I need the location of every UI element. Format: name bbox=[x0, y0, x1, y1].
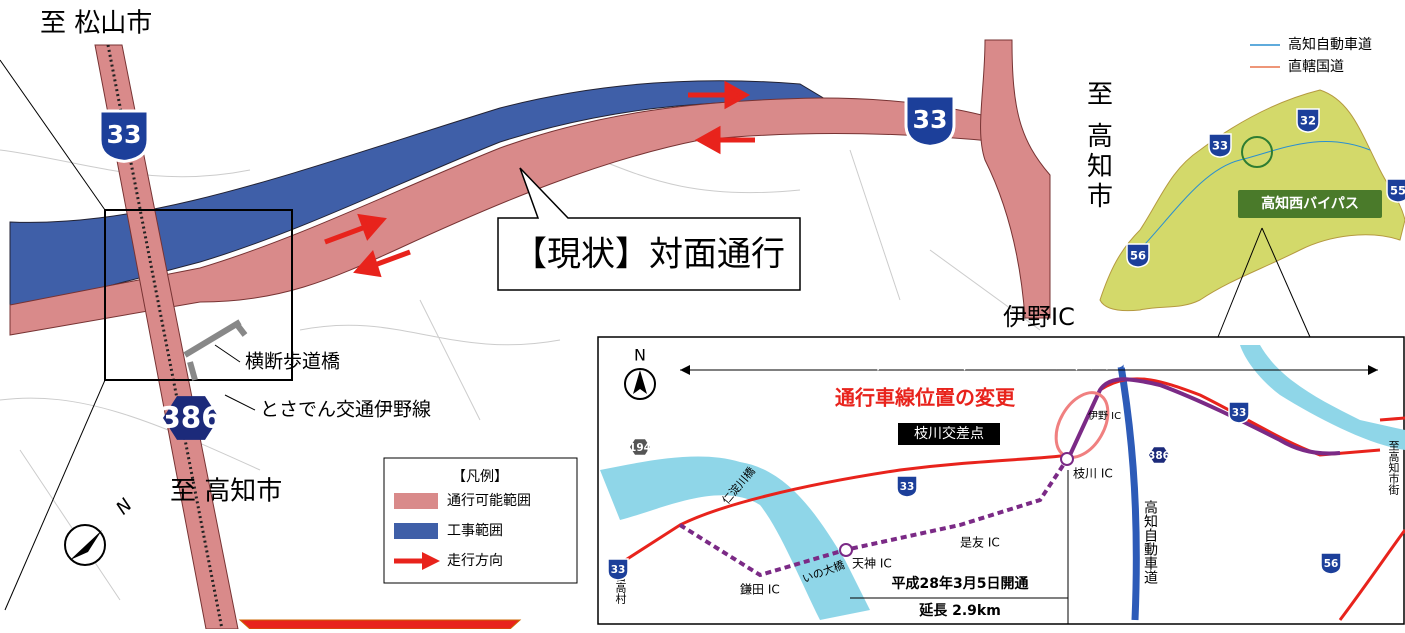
callout-box bbox=[497, 167, 801, 291]
route-shield: 55 bbox=[1386, 178, 1405, 203]
status-callout: 【現状】対面通行 bbox=[513, 235, 785, 275]
shield-number: 32 bbox=[1300, 114, 1316, 128]
svg-text:N: N bbox=[112, 495, 136, 519]
shield-number: 33 bbox=[611, 564, 626, 576]
expressway-label: 高知自動車道 bbox=[1142, 499, 1158, 585]
legend-title: 【凡例】 bbox=[452, 469, 508, 485]
route-shield: 33 bbox=[98, 109, 150, 163]
shield-shape bbox=[1228, 401, 1250, 424]
shield-shape bbox=[1149, 447, 1169, 463]
shield-number: 194 bbox=[629, 442, 651, 454]
direction-label: 至 松山市 bbox=[40, 9, 152, 39]
tram-label: とさでん交通伊野線 bbox=[260, 399, 431, 421]
shield-shape bbox=[630, 439, 650, 455]
tram-line bbox=[106, 44, 224, 630]
ic-label: 鎌田 IC bbox=[740, 583, 780, 597]
shield-shape bbox=[1126, 243, 1150, 268]
shield-number: 33 bbox=[1212, 139, 1228, 153]
route-shield: 32 bbox=[1296, 108, 1320, 133]
route-shield: 386 bbox=[160, 396, 222, 440]
detail-frame bbox=[104, 209, 293, 381]
ic-label: 枝川 IC bbox=[1073, 467, 1113, 481]
shield-shape bbox=[607, 558, 629, 581]
length-label: 延長 2.9km bbox=[918, 602, 1001, 619]
shield-number: 33 bbox=[106, 120, 141, 149]
inset-legend: 直轄国道 bbox=[1288, 59, 1344, 75]
detail-title: 国道33号 高知西バイパス 延長 9.8km bbox=[861, 351, 1168, 370]
north-arrow: N bbox=[64, 495, 137, 566]
detail-map: N 国道33号 高知西バイパス 延長 9.8km 通行車線位置の変更 枝川交差点… bbox=[597, 336, 1405, 625]
inset-label: 高知西バイパス bbox=[1261, 195, 1359, 212]
shield-number: 33 bbox=[912, 105, 947, 134]
route-shield: 33 bbox=[1228, 401, 1250, 424]
direction-arrows bbox=[324, 80, 755, 278]
shield-shape bbox=[904, 94, 956, 148]
footbridge bbox=[183, 319, 248, 381]
route-shield: 386 bbox=[1148, 447, 1170, 463]
inset-map: 高知自動車道 直轄国道 高知西バイパス bbox=[1099, 36, 1405, 338]
base-map bbox=[0, 149, 1041, 601]
route-shield: 194 bbox=[629, 439, 651, 455]
route-shield: 33 bbox=[607, 558, 629, 581]
ic-label: 伊野IC bbox=[1003, 303, 1075, 331]
inset-legend: 高知自動車道 bbox=[1288, 36, 1372, 53]
shield-shape bbox=[896, 475, 918, 498]
opening-label: 平成28年3月5日開通 bbox=[892, 575, 1030, 592]
shield-number: 55 bbox=[1390, 184, 1405, 198]
shield-number: 56 bbox=[1324, 558, 1339, 570]
change-note: 通行車線位置の変更 bbox=[835, 386, 1016, 410]
ic-label: 伊野 IC bbox=[1088, 410, 1121, 422]
leader-lines bbox=[0, 59, 256, 611]
route-shield: 33 bbox=[1208, 133, 1232, 158]
shield-shape bbox=[1386, 178, 1405, 203]
ic-label: 是友 IC bbox=[960, 536, 1000, 550]
legend-item: 通行可能範囲 bbox=[447, 492, 531, 509]
shield-shape bbox=[1296, 108, 1320, 133]
ic-label: 天神 IC bbox=[852, 556, 892, 571]
shield-shape bbox=[1208, 133, 1232, 158]
footbridge-label: 横断歩道橋 bbox=[245, 351, 340, 373]
legend: 【凡例】 通行可能範囲 工事範囲 走行方向 bbox=[383, 457, 578, 584]
route-shield: 56 bbox=[1320, 552, 1342, 575]
shield-number: 33 bbox=[1232, 407, 1247, 419]
direction-label: 至 高知市 bbox=[1083, 80, 1113, 212]
route-shield: 56 bbox=[1126, 243, 1150, 268]
direction-label: 至高知市街 bbox=[1387, 440, 1400, 496]
construction-area bbox=[9, 80, 832, 313]
legend-item: 走行方向 bbox=[447, 553, 503, 569]
open-road bbox=[980, 39, 1051, 319]
route-shield: 33 bbox=[904, 94, 956, 148]
shield-number: 33 bbox=[900, 481, 915, 493]
shield-number: 56 bbox=[1130, 249, 1146, 263]
shield-shape bbox=[163, 396, 219, 440]
shield-shape bbox=[1320, 552, 1342, 575]
legend-item: 工事範囲 bbox=[447, 522, 503, 539]
intersection-label: 枝川交差点 bbox=[914, 426, 984, 442]
route-shield: 33 bbox=[896, 475, 918, 498]
direction-label: 至 高知市 bbox=[170, 477, 282, 507]
shield-number: 386 bbox=[160, 401, 221, 435]
shield-shape bbox=[98, 109, 150, 163]
decoration bbox=[238, 619, 522, 630]
north-label: N bbox=[634, 346, 646, 365]
shield-number: 386 bbox=[1148, 450, 1170, 462]
